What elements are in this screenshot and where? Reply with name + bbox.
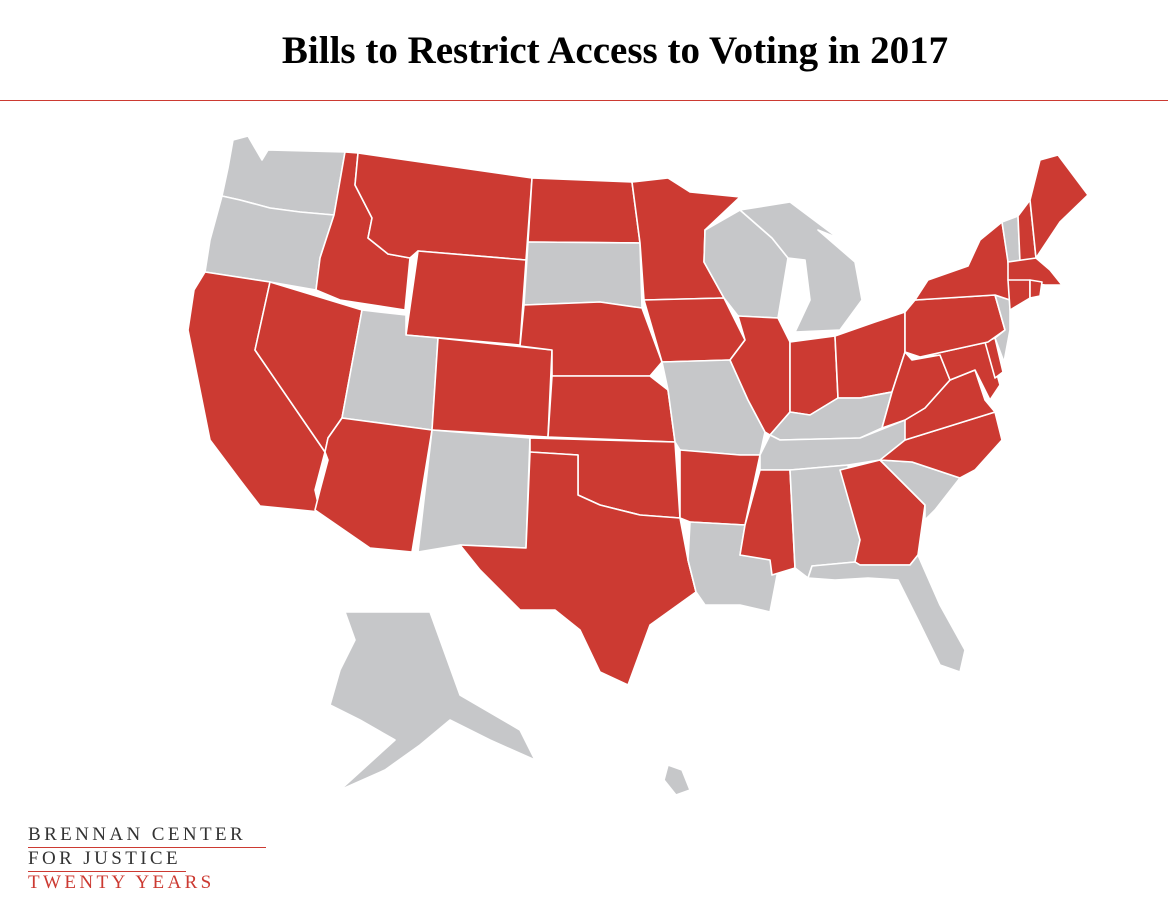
- title-rule: [0, 100, 1168, 101]
- state-nd[interactable]: [527, 177, 641, 244]
- state-hi[interactable]: [663, 764, 691, 796]
- map-title: Bills to Restrict Access to Voting in 20…: [281, 29, 949, 72]
- logo-line-3: TWENTY YEARS: [28, 872, 215, 893]
- state-sd[interactable]: [523, 241, 643, 309]
- logo-line-1: BRENNAN CENTER: [28, 824, 247, 845]
- brennan-center-logo: BRENNAN CENTER FOR JUSTICE TWENTY YEARS: [28, 823, 266, 895]
- state-ks[interactable]: [547, 375, 676, 443]
- state-ak[interactable]: [329, 611, 536, 791]
- state-wy[interactable]: [405, 250, 527, 346]
- state-ms[interactable]: [739, 469, 796, 576]
- state-il[interactable]: [729, 315, 791, 436]
- state-co[interactable]: [431, 337, 553, 438]
- state-tx[interactable]: [459, 451, 697, 686]
- logo-rule-1: [28, 847, 266, 848]
- state-mi[interactable]: [739, 201, 863, 333]
- state-fl[interactable]: [807, 554, 966, 673]
- state-ri[interactable]: [1029, 279, 1043, 299]
- state-ia[interactable]: [643, 297, 746, 363]
- state-ct[interactable]: [1007, 279, 1031, 311]
- state-mt[interactable]: [354, 152, 533, 261]
- logo-line-2: FOR JUSTICE: [28, 848, 182, 869]
- logo-rule-2: [28, 871, 186, 872]
- state-az[interactable]: [314, 417, 433, 553]
- state-me[interactable]: [1029, 154, 1089, 259]
- state-nm[interactable]: [417, 429, 531, 553]
- state-ny[interactable]: [914, 221, 1011, 301]
